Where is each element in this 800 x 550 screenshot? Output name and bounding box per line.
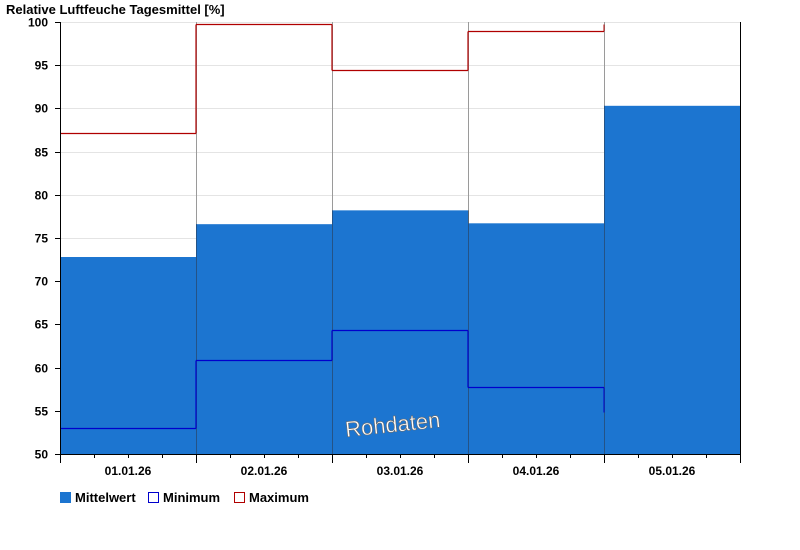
legend-swatch-maximum xyxy=(234,492,245,503)
axes: 50 55 60 65 70 75 80 85 90 95 100 01.01.26 02.01.26 0… xyxy=(28,16,741,478)
y-tick-label: 60 xyxy=(35,362,49,376)
series-minimum xyxy=(60,329,605,430)
y-tick-label: 65 xyxy=(35,318,49,332)
x-tick-label: 03.01.26 xyxy=(377,464,424,478)
bar-01.01.26 xyxy=(60,257,196,454)
y-tick-label: 90 xyxy=(35,102,49,116)
chart-title: Relative Luftfeuche Tagesmittel [%] xyxy=(6,2,225,17)
bar-03.01.26 xyxy=(332,210,468,454)
x-tick-label: 04.01.26 xyxy=(513,464,560,478)
series-lines xyxy=(60,23,605,430)
y-tick-label: 70 xyxy=(35,275,49,289)
y-tick-label: 100 xyxy=(28,16,48,30)
y-tick-label: 85 xyxy=(35,146,49,160)
x-tick-label: 01.01.26 xyxy=(105,464,152,478)
legend-label-mittelwert: Mittelwert xyxy=(75,490,136,505)
y-tick-label: 75 xyxy=(35,232,49,246)
x-tick-label: 02.01.26 xyxy=(241,464,288,478)
legend: Mittelwert Minimum Maximum xyxy=(60,490,309,505)
bars xyxy=(60,105,740,455)
y-tick-label: 80 xyxy=(35,189,49,203)
legend-label-minimum: Minimum xyxy=(163,490,220,505)
bar-05.01.26 xyxy=(604,105,740,455)
y-tick-label: 50 xyxy=(35,448,49,462)
y-tick-label: 95 xyxy=(35,59,49,73)
legend-label-maximum: Maximum xyxy=(249,490,309,505)
x-tick-label: 05.01.26 xyxy=(649,464,696,478)
legend-swatch-mittelwert xyxy=(60,492,71,503)
legend-swatch-minimum xyxy=(148,492,159,503)
bar-04.01.26 xyxy=(468,223,604,454)
y-tick-label: 55 xyxy=(35,405,49,419)
bar-02.01.26 xyxy=(196,224,332,454)
series-maximum xyxy=(60,23,605,135)
